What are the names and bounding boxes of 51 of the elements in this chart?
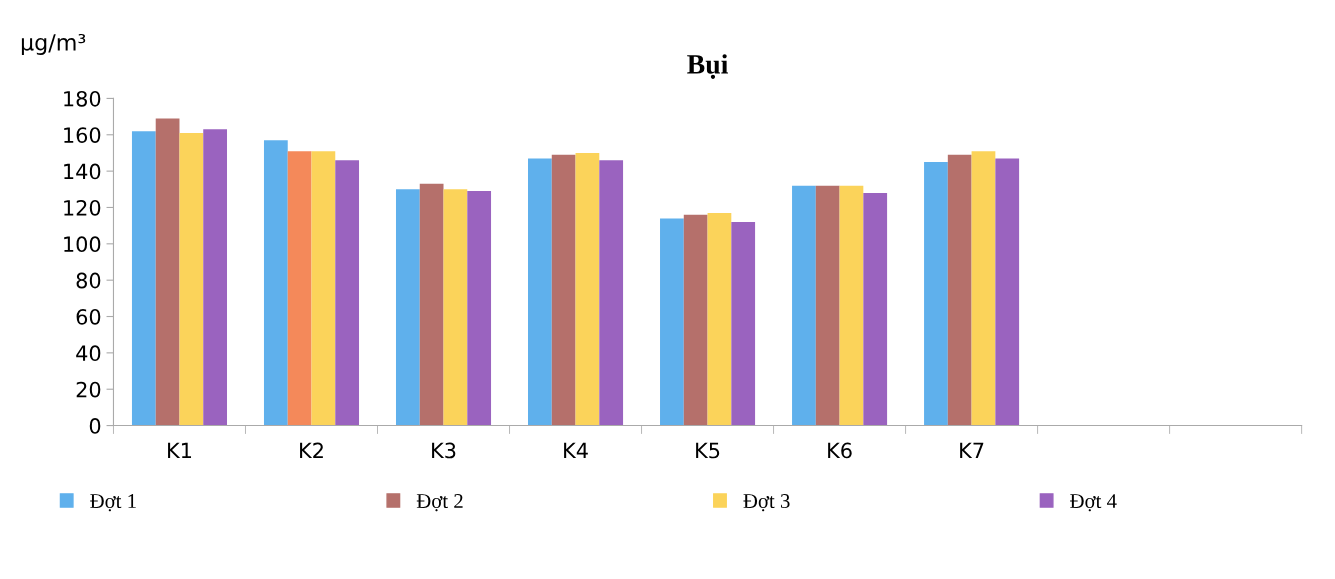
- bar: [287, 151, 312, 426]
- bar: [443, 189, 468, 426]
- bar: [924, 162, 948, 426]
- bar: [599, 160, 624, 426]
- x-tick-label: K1: [168, 442, 192, 459]
- y-tick-label: 100: [64, 236, 101, 253]
- x-tick-label: K7: [960, 442, 984, 459]
- y-tick-label: 160: [64, 127, 101, 143]
- bar: [335, 160, 360, 426]
- y-axis-title: µg/m³: [21, 33, 86, 55]
- x-tick-label: K4: [564, 442, 588, 459]
- chart-title: Bụi: [687, 54, 728, 79]
- bar: [683, 214, 708, 426]
- bar: [971, 151, 996, 426]
- x-tick-label: K6: [828, 442, 852, 459]
- y-tick-label: 80: [76, 272, 101, 289]
- bar: [155, 118, 180, 426]
- y-tick-label: 140: [64, 163, 101, 180]
- bar: [995, 158, 1020, 426]
- bar: [863, 192, 888, 426]
- bar: [660, 218, 684, 426]
- bar: [815, 185, 840, 426]
- x-tick-label: K5: [696, 442, 720, 459]
- bar: [311, 151, 336, 426]
- bar: [203, 129, 228, 426]
- y-tick-label: 40: [76, 345, 101, 362]
- y-tick-label: 0: [89, 418, 101, 434]
- bar: [575, 152, 600, 426]
- x-tick-label: K2: [300, 442, 323, 459]
- legend-label: Đợt 4: [1070, 494, 1117, 512]
- y-tick-label: 120: [64, 199, 101, 216]
- bar: [551, 154, 576, 426]
- bar: [179, 132, 204, 426]
- y-tick-label: 180: [64, 90, 101, 107]
- bar: [131, 131, 156, 426]
- legend-label: Đợt 1: [90, 494, 136, 512]
- y-tick-label: 20: [76, 381, 101, 398]
- legend-label: Đợt 2: [416, 494, 463, 512]
- bar: [707, 212, 732, 426]
- bar: [263, 140, 288, 426]
- bar: [528, 158, 552, 426]
- bar: [467, 191, 492, 426]
- bar: [839, 185, 864, 426]
- legend-label: Đợt 3: [743, 494, 790, 512]
- bar: [419, 183, 444, 426]
- bar: [792, 185, 816, 426]
- x-tick-label: K3: [432, 442, 456, 459]
- y-tick-label: 60: [76, 308, 101, 325]
- bar: [947, 154, 972, 426]
- bar: [395, 189, 420, 426]
- bar: [731, 222, 756, 426]
